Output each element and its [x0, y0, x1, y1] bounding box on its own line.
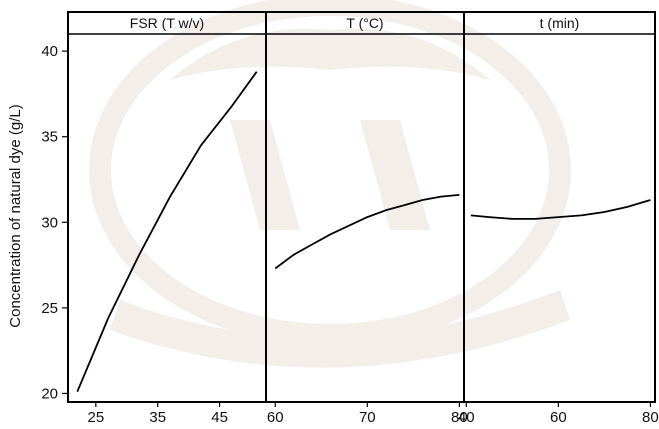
series-line-2	[274, 194, 460, 270]
y-tick-label-4: 35	[41, 129, 58, 146]
x-tick-label-3-3: 80	[642, 409, 659, 426]
panel-frame-3	[463, 11, 656, 403]
y-tick-label-5: 40	[41, 43, 58, 60]
y-tick-label-3: 30	[41, 214, 58, 231]
panel-title-3: t (min)	[540, 15, 580, 31]
panel-title-2: T (°C)	[346, 15, 383, 31]
x-tick-label-3-2: 60	[550, 409, 567, 426]
x-tick-label-1-1: 25	[88, 409, 105, 426]
x-tick-label-2-1: 60	[267, 409, 284, 426]
x-tick-label-1-2: 35	[149, 409, 166, 426]
x-tick-label-1-3: 45	[211, 409, 228, 426]
panel-title-1: FSR (T w/v)	[130, 15, 204, 31]
series-line-3	[470, 199, 651, 220]
y-tick-label-1: 20	[41, 385, 58, 402]
x-tick-label-2-2: 70	[359, 409, 376, 426]
series-line-1	[76, 71, 258, 393]
y-tick-label-2: 25	[41, 300, 58, 317]
y-ticks: 20 25 30 35 40	[41, 43, 68, 402]
panel-frame-2	[265, 11, 465, 403]
panels-group: FSR (T w/v) 25 35 45 T (°C) 60 70 80 t (min) 40 60…	[67, 11, 659, 426]
y-axis-label: Concentration of natural dye (g/L)	[7, 104, 24, 327]
x-tick-label-3-1: 40	[458, 409, 475, 426]
x-tick-label-2-3: 80	[451, 409, 468, 426]
